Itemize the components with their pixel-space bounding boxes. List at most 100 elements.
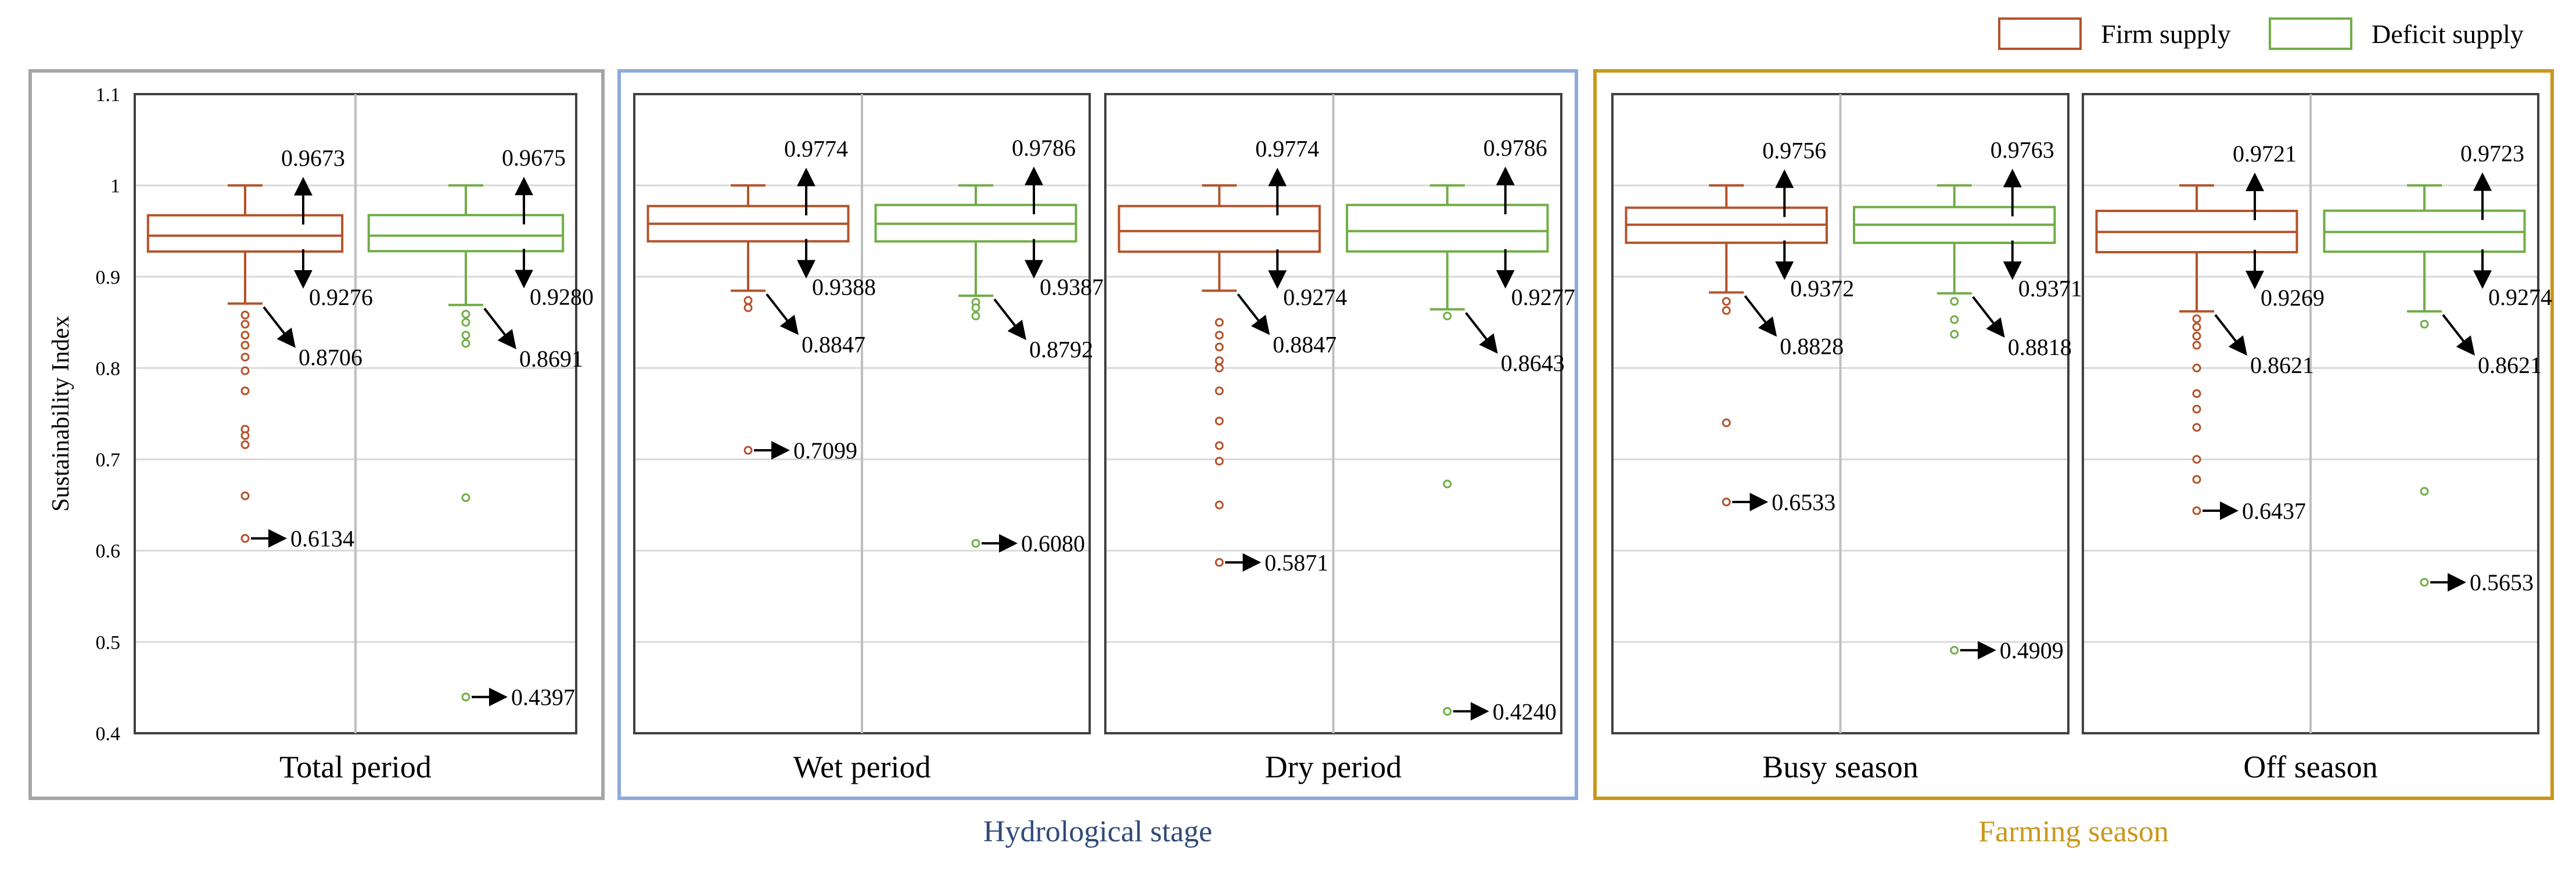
box-iqr [146,214,344,253]
annotation-low-label: 0.8792 [1029,336,1093,363]
annotation-arrow [483,307,516,350]
annotation-min-label: 0.6437 [2242,498,2306,524]
annotation-q1-label: 0.9280 [530,284,594,310]
outlier-point [2420,487,2429,496]
outlier-point [240,491,250,500]
annotation-arrow [766,293,799,335]
outlier-point [461,693,470,702]
outlier-point [1722,497,1731,507]
outlier-point [2192,455,2201,464]
panel-total-period: Total period 0.9673 0.9276 0.8706 0.61340.96… [134,93,594,784]
outlier-point [1950,297,1959,306]
panel-busy-season: Busy season 0.9756 0.9372 0.8828 0.6533 0.976… [1611,93,2082,784]
outlier-point [2192,322,2201,332]
box-firm-supply: 0.9774 0.9274 0.8847 0.5871 [1118,136,1347,576]
outlier-point [240,310,250,320]
panel-wet-period: Wet period 0.9774 0.9388 0.8847 0.7099 0.9786… [633,93,1104,784]
annotation-min-label: 0.6533 [1772,489,1835,515]
outlier-point [2420,320,2429,329]
y-tick-label: 0.5 [96,632,121,654]
annotation-low-label: 0.8706 [299,344,362,370]
panel-label: Dry period [1265,750,1402,784]
outlier-point [240,534,250,543]
box-iqr [1118,205,1321,253]
panel-label: Total period [279,750,432,784]
outlier-point [2192,340,2201,350]
annotation-low-label: 0.8828 [1780,333,1844,359]
box-deficit-supply: 0.9786 0.9387 0.8792 0.6080 [874,135,1104,557]
legend-label: Firm supply [2101,19,2231,49]
outlier-point [1443,707,1452,716]
outlier-point [461,339,470,348]
annotation-min-label: 0.5871 [1264,550,1328,576]
outlier-point [461,493,470,503]
annotation-q3-label: 0.9763 [1991,137,2054,163]
outlier-point [1215,363,1224,372]
annotation-q1-label: 0.9372 [1790,275,1854,302]
y-tick-label: 0.8 [96,358,121,379]
y-tick-label: 0.7 [96,450,121,471]
outlier-point [240,386,250,396]
box-firm-supply: 0.9673 0.9276 0.8706 0.6134 [146,145,373,552]
panel-label: Busy season [1762,750,1918,784]
panel-label: Off season [2243,750,2377,784]
outlier-point [1215,500,1224,510]
outlier-point [1722,306,1731,315]
annotation-q1-label: 0.9371 [2018,275,2082,302]
outlier-point [1722,418,1731,428]
box-iqr [1346,203,1549,253]
y-axis-label: Sustainability Index [48,315,74,511]
box-deficit-supply: 0.9786 0.9277 0.8643 0.4240 [1346,135,1575,725]
box-deficit-supply: 0.9763 0.9371 0.8818 0.4909 [1853,137,2082,664]
outlier-point [971,311,980,321]
outlier-point [240,340,250,350]
outlier-point [461,318,470,327]
annotation-min-label: 0.4397 [511,684,575,711]
annotation-min-label: 0.4909 [2000,637,2064,664]
annotation-arrow [1744,295,1777,337]
outlier-point [2192,475,2201,484]
legend-label: Deficit supply [2372,19,2524,49]
legend-swatch [1998,17,2082,50]
outlier-point [1215,441,1224,450]
box-firm-supply: 0.9756 0.9372 0.8828 0.6533 [1625,137,1854,515]
outlier-point [240,366,250,375]
y-tick-label: 1.1 [96,84,121,106]
outlier-point [2192,404,2201,414]
annotation-min-label: 0.5653 [2470,569,2534,596]
outlier-point [743,296,753,305]
outlier-point [1215,558,1224,567]
annotation-arrow [1237,293,1270,335]
outlier-point [1443,479,1452,489]
outlier-point [1215,417,1224,426]
annotation-q1-label: 0.9276 [309,284,373,310]
annotation-arrow [2214,314,2247,356]
outlier-point [1950,315,1959,324]
annotation-q3-label: 0.9673 [281,145,345,171]
annotation-min-label: 0.6134 [290,526,354,552]
annotation-q1-label: 0.9387 [1040,274,1104,300]
annotation-min-label: 0.4240 [1493,698,1557,725]
y-tick-label: 0.6 [96,541,121,562]
group-frame [617,69,1578,800]
outlier-point [461,310,470,319]
annotation-low-label: 0.8818 [2008,334,2072,360]
annotation-q3-label: 0.9786 [1483,135,1547,161]
outlier-point [1215,318,1224,327]
outlier-point [240,331,250,340]
group-frame [28,69,605,800]
outlier-point [743,446,753,455]
annotation-q3-label: 0.9774 [1255,136,1319,162]
annotation-low-label: 0.8847 [1273,331,1336,357]
outlier-point [1950,329,1959,339]
annotation-low-label: 0.8643 [1501,350,1565,376]
outlier-point [971,539,980,548]
annotation-q3-label: 0.9774 [784,136,848,162]
y-tick-label: 1 [110,175,120,197]
group-frame [1593,69,2554,800]
annotation-arrow [263,306,296,348]
outlier-point [1215,386,1224,396]
outlier-point [461,331,470,340]
outlier-point [971,303,980,313]
